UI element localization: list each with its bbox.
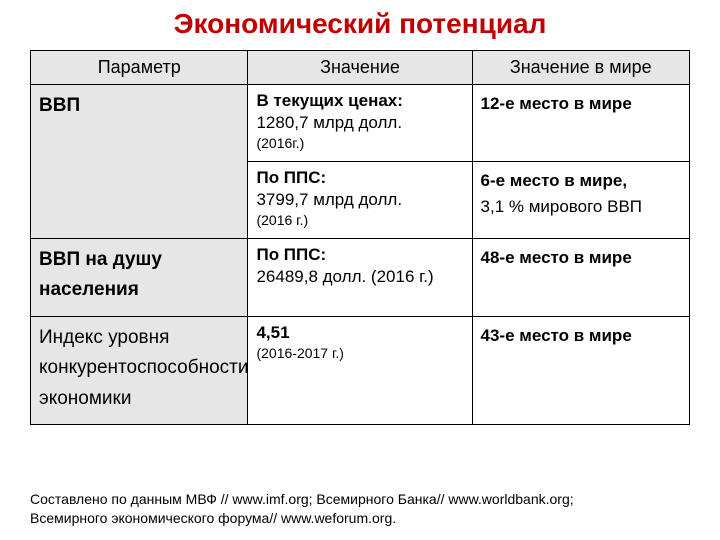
footer-line2: Всемирного экономического форума// www.w… bbox=[30, 509, 690, 528]
value-cell: По ППС: 3799,7 млрд долл. (2016 г.) bbox=[248, 162, 472, 239]
world-line1: 6-е место в мире, bbox=[481, 171, 628, 190]
col-header-value: Значение bbox=[248, 51, 472, 85]
world-cell: 43-е место в мире bbox=[472, 316, 689, 424]
param-cell-competitiveness: Индекс уровня конкурентоспособности экон… bbox=[31, 316, 248, 424]
value-label: По ППС: bbox=[256, 168, 463, 188]
param-cell-gdp: ВВП bbox=[31, 85, 248, 239]
table-row: ВВП В текущих ценах: 1280,7 млрд долл. (… bbox=[31, 85, 690, 162]
value-cell: 4,51 (2016-2017 г.) bbox=[248, 316, 472, 424]
value-main: 26489,8 долл. (2016 г.) bbox=[256, 267, 463, 287]
page-title: Экономический потенциал bbox=[30, 8, 690, 40]
source-footer: Составлено по данным МВФ // www.imf.org;… bbox=[30, 490, 690, 528]
value-label: По ППС: bbox=[256, 245, 463, 265]
col-header-world: Значение в мире bbox=[472, 51, 689, 85]
value-note: (2016 г.) bbox=[256, 212, 463, 228]
world-cell: 12-е место в мире bbox=[472, 85, 689, 162]
table-row: Индекс уровня конкурентоспособности экон… bbox=[31, 316, 690, 424]
world-line1: 12-е место в мире bbox=[481, 94, 632, 113]
world-line2: 3,1 % мирового ВВП bbox=[481, 194, 681, 220]
slide: Экономический потенциал Параметр Значени… bbox=[0, 0, 720, 540]
table-header-row: Параметр Значение Значение в мире bbox=[31, 51, 690, 85]
value-main: 1280,7 млрд долл. bbox=[256, 113, 463, 133]
value-note: (2016-2017 г.) bbox=[256, 345, 463, 361]
value-note: (2016г.) bbox=[256, 135, 463, 151]
param-cell-gdp-per-capita: ВВП на душу населения bbox=[31, 239, 248, 317]
value-cell: По ППС: 26489,8 долл. (2016 г.) bbox=[248, 239, 472, 317]
world-cell: 6-е место в мире, 3,1 % мирового ВВП bbox=[472, 162, 689, 239]
world-line1: 43-е место в мире bbox=[481, 326, 632, 345]
col-header-param: Параметр bbox=[31, 51, 248, 85]
value-label: 4,51 bbox=[256, 323, 463, 343]
value-main: 3799,7 млрд долл. bbox=[256, 190, 463, 210]
table-row: ВВП на душу населения По ППС: 26489,8 до… bbox=[31, 239, 690, 317]
world-cell: 48-е место в мире bbox=[472, 239, 689, 317]
value-label: В текущих ценах: bbox=[256, 91, 463, 111]
world-line1: 48-е место в мире bbox=[481, 248, 632, 267]
econ-table: Параметр Значение Значение в мире ВВП В … bbox=[30, 50, 690, 425]
value-cell: В текущих ценах: 1280,7 млрд долл. (2016… bbox=[248, 85, 472, 162]
footer-line1: Составлено по данным МВФ // www.imf.org;… bbox=[30, 490, 690, 509]
